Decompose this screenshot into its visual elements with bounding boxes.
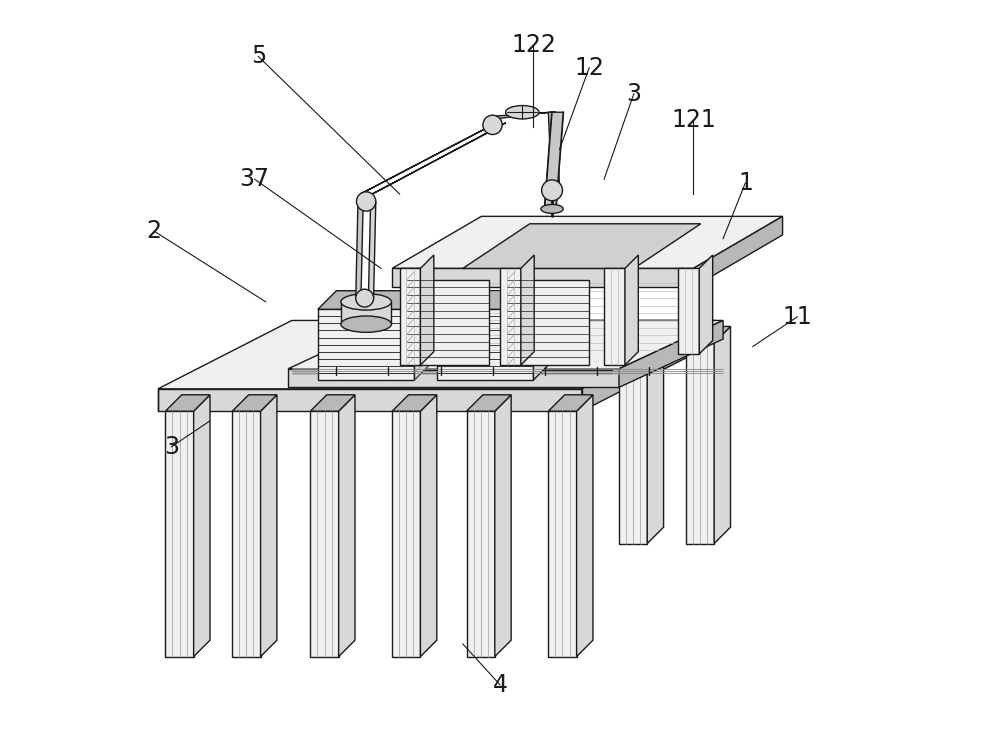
Polygon shape (437, 309, 533, 380)
Text: 5: 5 (251, 45, 266, 69)
Polygon shape (686, 326, 731, 343)
Polygon shape (521, 255, 534, 365)
Polygon shape (407, 279, 489, 365)
Polygon shape (619, 343, 647, 544)
Polygon shape (437, 291, 552, 309)
Text: 3: 3 (626, 82, 641, 106)
Polygon shape (604, 268, 625, 365)
Polygon shape (288, 369, 619, 387)
Polygon shape (232, 411, 261, 656)
Polygon shape (500, 268, 521, 365)
Polygon shape (310, 395, 355, 411)
Polygon shape (548, 411, 577, 656)
Text: 37: 37 (240, 167, 270, 191)
Polygon shape (414, 291, 433, 380)
Polygon shape (548, 112, 559, 194)
Polygon shape (507, 279, 589, 365)
Polygon shape (463, 224, 701, 268)
Circle shape (542, 180, 562, 200)
Text: 121: 121 (671, 108, 716, 132)
Polygon shape (318, 309, 414, 380)
Polygon shape (368, 201, 376, 298)
Polygon shape (392, 411, 420, 656)
Polygon shape (318, 291, 433, 309)
Polygon shape (533, 291, 552, 380)
Polygon shape (194, 395, 210, 656)
Polygon shape (232, 395, 277, 411)
Polygon shape (372, 123, 506, 194)
Polygon shape (261, 395, 277, 656)
Circle shape (356, 289, 374, 307)
Polygon shape (341, 302, 391, 324)
Text: 3: 3 (164, 435, 179, 459)
Polygon shape (400, 268, 420, 365)
Ellipse shape (341, 316, 391, 332)
Text: 12: 12 (574, 56, 604, 80)
Polygon shape (693, 216, 783, 287)
Polygon shape (582, 320, 716, 411)
Ellipse shape (341, 294, 391, 310)
Polygon shape (165, 395, 210, 411)
Polygon shape (420, 395, 437, 656)
Polygon shape (392, 216, 783, 268)
Text: 4: 4 (493, 673, 508, 697)
Text: 11: 11 (783, 305, 812, 329)
Polygon shape (288, 320, 723, 369)
Polygon shape (392, 395, 437, 411)
Polygon shape (495, 395, 511, 656)
Polygon shape (714, 326, 731, 544)
Ellipse shape (506, 106, 539, 119)
Polygon shape (625, 255, 638, 365)
Text: 122: 122 (511, 34, 556, 57)
Polygon shape (392, 268, 693, 287)
Text: 2: 2 (147, 219, 162, 243)
Circle shape (483, 115, 502, 135)
Polygon shape (678, 268, 699, 354)
Ellipse shape (541, 204, 563, 213)
Polygon shape (647, 326, 664, 544)
Polygon shape (360, 123, 497, 194)
Polygon shape (158, 389, 582, 411)
Polygon shape (548, 395, 593, 411)
Polygon shape (545, 112, 563, 209)
Polygon shape (158, 320, 716, 389)
Polygon shape (420, 255, 434, 365)
Polygon shape (165, 411, 194, 656)
Polygon shape (699, 255, 713, 354)
Polygon shape (310, 411, 339, 656)
Polygon shape (339, 395, 355, 656)
Polygon shape (467, 395, 511, 411)
Polygon shape (577, 395, 593, 656)
Text: 1: 1 (738, 171, 753, 195)
Polygon shape (356, 201, 363, 298)
Circle shape (356, 191, 376, 211)
Polygon shape (467, 411, 495, 656)
Polygon shape (489, 112, 556, 120)
Polygon shape (619, 326, 664, 343)
Polygon shape (619, 320, 723, 387)
Polygon shape (686, 343, 714, 544)
